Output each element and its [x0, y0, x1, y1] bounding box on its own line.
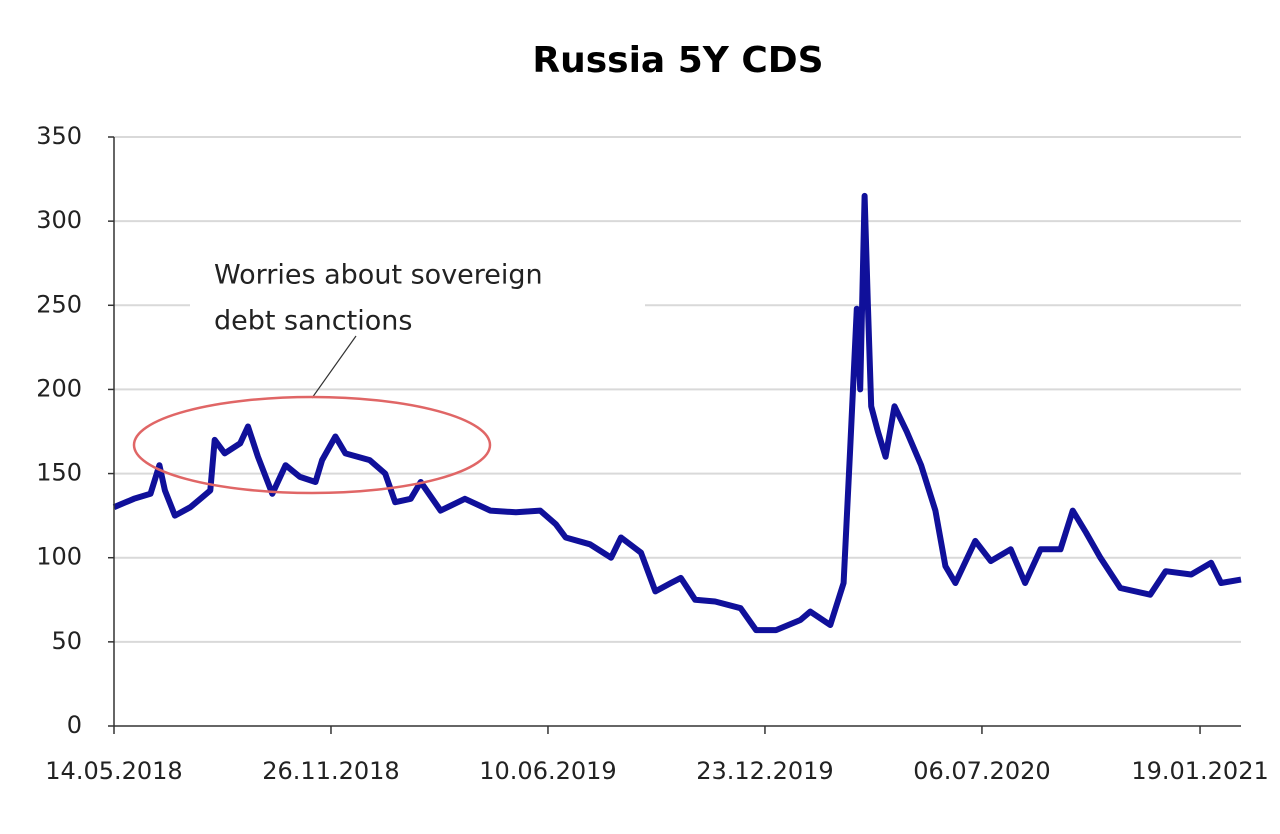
grid: [114, 136, 1241, 643]
y-tick-label: 300: [36, 206, 82, 234]
y-tick-label: 0: [67, 711, 82, 739]
y-tick-label: 200: [36, 374, 82, 402]
annotation-ellipse: [132, 395, 492, 495]
x-tick-label: 06.07.2020: [913, 757, 1050, 785]
x-tick-label: 19.01.2021: [1131, 757, 1268, 785]
series-line: [112, 192, 1242, 634]
annotation-text: Worries about sovereign: [214, 260, 543, 291]
x-tick-label: 23.12.2019: [696, 757, 833, 785]
y-tick-label: 350: [36, 122, 82, 150]
x-tick-label: 10.06.2019: [479, 757, 616, 785]
chart-title: Russia 5Y CDS: [532, 40, 823, 81]
y-tick-label: 50: [51, 627, 82, 655]
annotation-text: debt sanctions: [214, 306, 412, 337]
annotation-leader: [311, 335, 357, 399]
annotation-bg: [190, 250, 645, 340]
y-tick-label: 250: [36, 290, 82, 318]
y-tick-label: 150: [36, 459, 82, 487]
x-tick-label: 26.11.2018: [262, 757, 399, 785]
y-tick-label: 100: [36, 543, 82, 571]
plot: [112, 192, 1242, 634]
x-tick-label: 14.05.2018: [45, 757, 182, 785]
